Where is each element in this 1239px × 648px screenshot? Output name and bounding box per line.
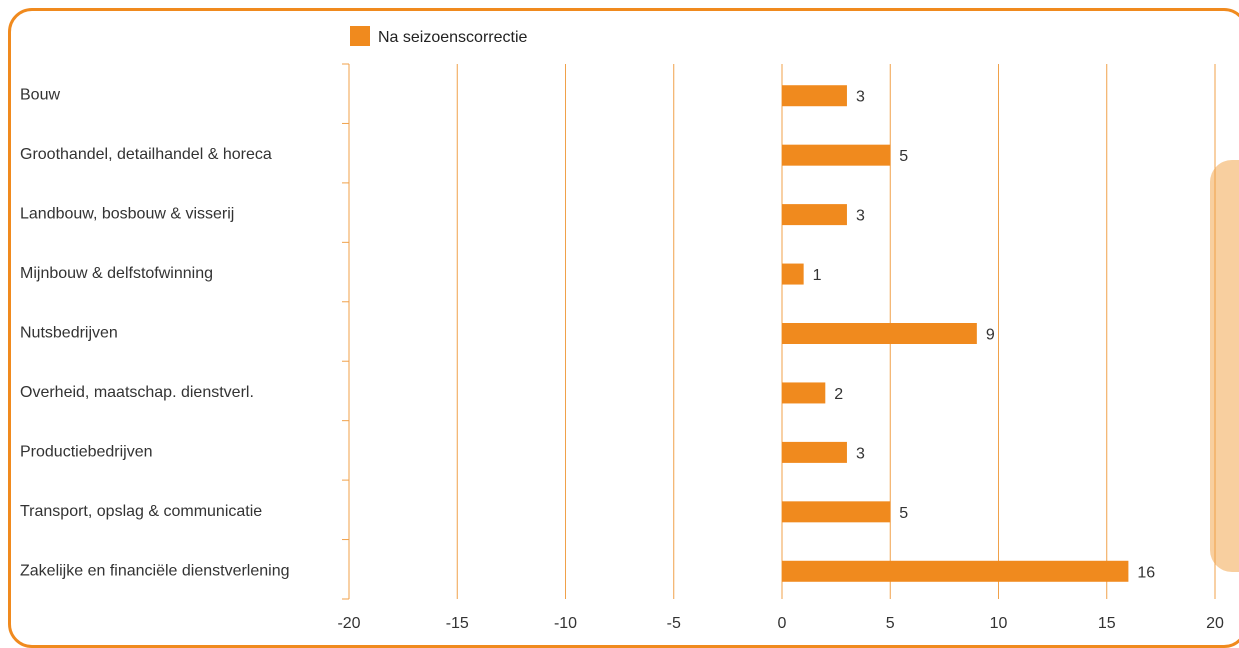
bars xyxy=(782,85,1129,582)
tick-label: 15 xyxy=(1098,615,1116,632)
tick-label: -20 xyxy=(337,615,360,632)
legend-label: Na seizoenscorrectie xyxy=(378,29,528,46)
value-label: 1 xyxy=(813,267,822,284)
tick-label: 0 xyxy=(778,615,787,632)
bar xyxy=(782,144,891,166)
value-label: 5 xyxy=(899,505,908,522)
bar xyxy=(782,263,804,285)
tick-label: 20 xyxy=(1206,615,1224,632)
category-label: Transport, opslag & communicatie xyxy=(20,503,262,520)
bar xyxy=(782,85,847,107)
value-label: 2 xyxy=(834,386,843,403)
tick-label: -15 xyxy=(446,615,469,632)
value-label: 3 xyxy=(856,89,865,106)
bar xyxy=(782,501,891,523)
tick-label: 5 xyxy=(886,615,895,632)
category-label: Zakelijke en financiële dienstverlening xyxy=(20,562,290,579)
bar xyxy=(782,441,847,463)
value-label: 9 xyxy=(986,327,995,344)
legend: Na seizoenscorrectie xyxy=(350,26,528,46)
bar xyxy=(782,323,977,344)
category-label: Mijnbouw & delfstofwinning xyxy=(20,265,213,282)
category-label: Landbouw, bosbouw & visserij xyxy=(20,206,234,223)
tick-label: -10 xyxy=(554,615,577,632)
category-label: Productiebedrijven xyxy=(20,443,153,460)
bar xyxy=(782,204,847,226)
tick-label: 10 xyxy=(990,615,1008,632)
category-label: Overheid, maatschap. dienstverl. xyxy=(20,384,254,401)
value-label: 3 xyxy=(856,445,865,462)
category-axis xyxy=(342,63,350,600)
value-label: 3 xyxy=(856,208,865,225)
category-label: Nutsbedrijven xyxy=(20,325,118,342)
category-label: Bouw xyxy=(20,87,60,104)
bar xyxy=(782,560,1129,582)
bar xyxy=(782,382,826,404)
category-label: Groothandel, detailhandel & horeca xyxy=(20,146,272,163)
tick-label: -5 xyxy=(667,615,681,632)
value-label: 16 xyxy=(1137,564,1155,581)
legend-swatch xyxy=(350,26,370,46)
value-label: 5 xyxy=(899,148,908,165)
